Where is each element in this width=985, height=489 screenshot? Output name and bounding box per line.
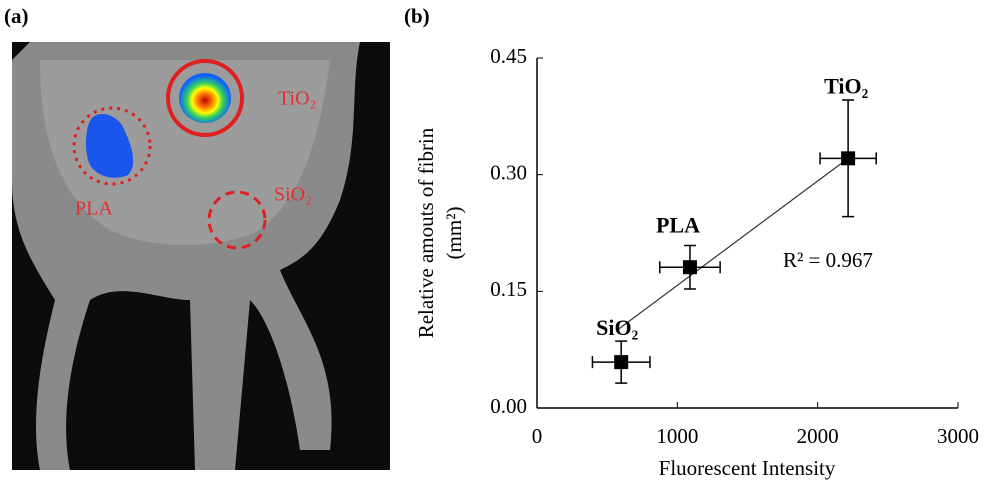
y-tick-label: 0.45 [490, 44, 527, 68]
point-label: SiO₂ [596, 315, 638, 340]
photo-label: PLA [75, 198, 113, 220]
point [614, 355, 629, 370]
photo-label: SiO₂ [274, 184, 312, 206]
y-tick-label: 0.30 [490, 160, 527, 184]
photo-label: TiO₂ [278, 88, 317, 110]
point [841, 151, 856, 166]
panel-label: (b) [404, 4, 430, 28]
photo [12, 42, 390, 470]
y-axis-label: (mm²) [442, 207, 466, 260]
fit-line [616, 157, 849, 331]
point [682, 260, 697, 275]
y-axis-label: Relative amouts of fibrin [414, 127, 438, 338]
annotation: R² = 0.967 [783, 248, 873, 272]
x-axis-label: Fluorescent Intensity [659, 456, 836, 480]
panel-label: (a) [4, 4, 29, 28]
x-tick-label: 1000 [656, 424, 698, 448]
y-tick-label: 0.15 [490, 277, 527, 301]
x-tick-label: 2000 [797, 424, 839, 448]
point-label: PLA [656, 212, 700, 237]
y-tick-label: 0.00 [490, 394, 527, 418]
point-label: TiO₂ [824, 73, 869, 98]
x-tick-label: 0 [532, 424, 543, 448]
x-tick-label: 3000 [937, 424, 979, 448]
